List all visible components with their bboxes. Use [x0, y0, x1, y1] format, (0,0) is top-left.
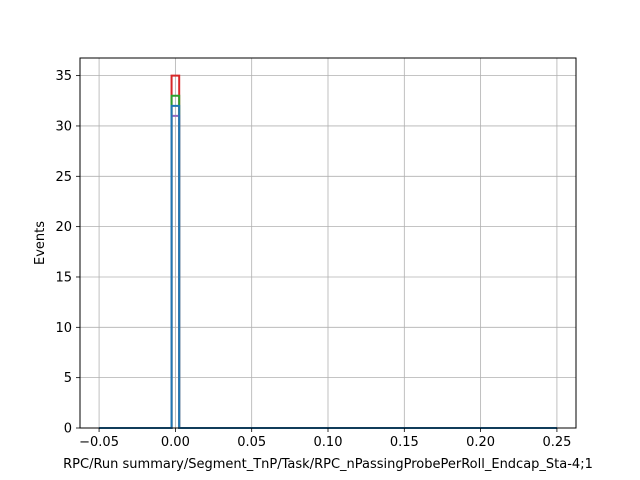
y-axis-ticks: 0 5 10 15 20 25 30 35: [55, 69, 80, 437]
x-axis-label: RPC/Run summary/Segment_TnP/Task/RPC_nPa…: [63, 457, 593, 472]
x-tick-label: 0.15: [390, 435, 419, 450]
x-axis-ticks: −0.05 0.00 0.05 0.10 0.15 0.20 0.25: [79, 428, 571, 450]
x-tick-label: 0.25: [542, 435, 571, 450]
y-tick-label: 30: [55, 119, 72, 134]
x-tick-label: 0.05: [237, 435, 266, 450]
x-tick-label: −0.05: [79, 435, 119, 450]
y-axis-label: Events: [33, 221, 48, 265]
y-tick-label: 35: [55, 69, 72, 84]
y-tick-label: 5: [64, 371, 72, 386]
y-tick-label: 25: [55, 170, 72, 185]
y-tick-label: 10: [55, 321, 72, 336]
x-tick-label: 0.00: [161, 435, 190, 450]
x-tick-label: 0.20: [466, 435, 495, 450]
y-tick-label: 15: [55, 270, 72, 285]
y-tick-label: 20: [55, 220, 72, 235]
y-tick-label: 0: [64, 422, 72, 437]
x-tick-label: 0.10: [314, 435, 343, 450]
